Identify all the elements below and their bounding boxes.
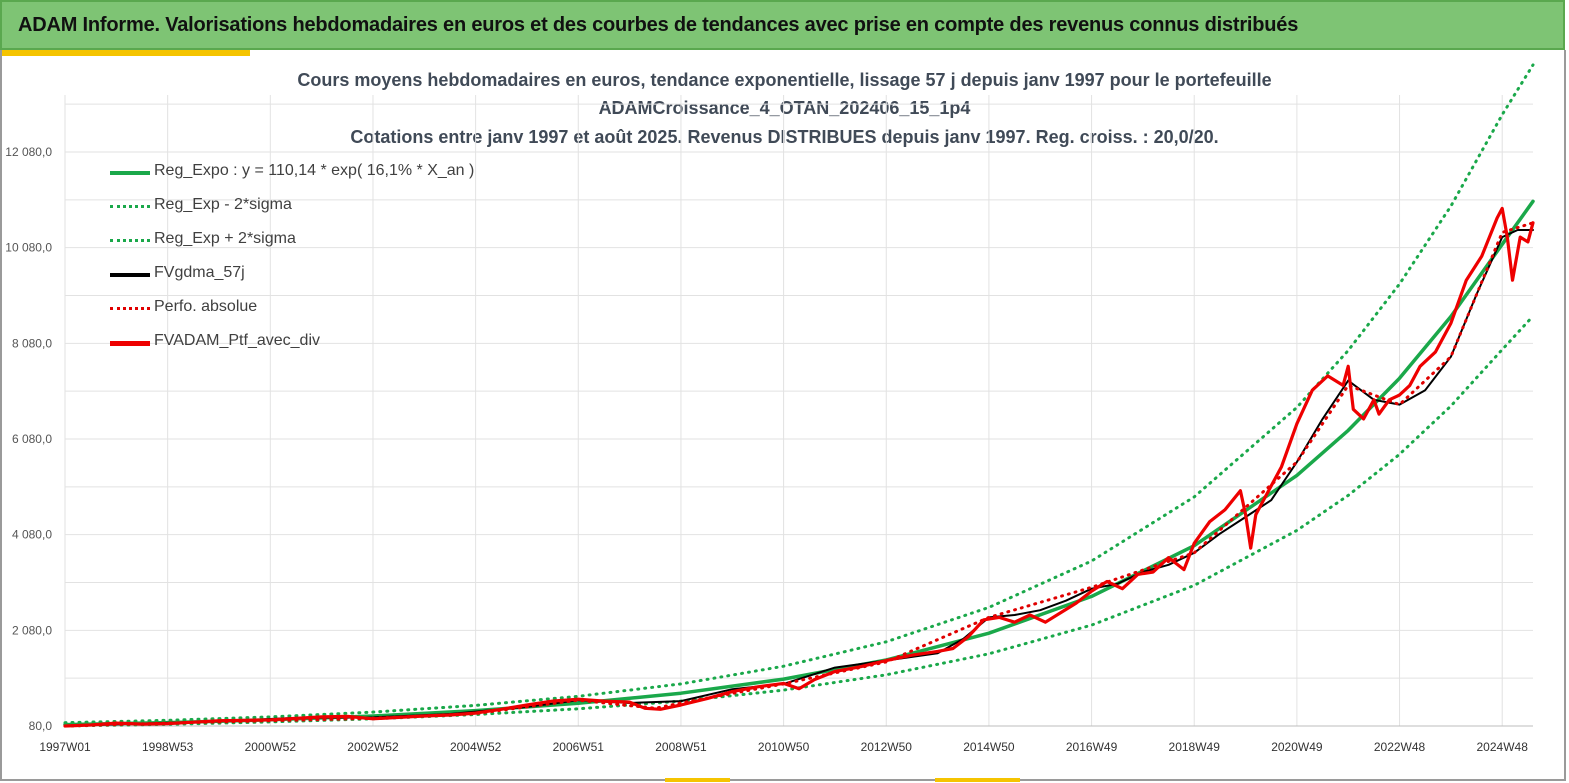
legend-label: Perfo. absolue bbox=[154, 298, 258, 315]
gridlines bbox=[64, 95, 1533, 727]
legend-label: FVADAM_Ptf_avec_div bbox=[154, 332, 320, 349]
legend-swatch bbox=[110, 307, 150, 310]
x-tick-label: 2016W49 bbox=[1066, 740, 1118, 754]
chart-title-line-2: ADAMCroissance_4_OTAN_202406_15_1p4 bbox=[598, 98, 971, 118]
y-tick-label: 80,0 bbox=[29, 719, 53, 733]
series-line bbox=[64, 229, 1534, 727]
bottom-accent bbox=[665, 778, 730, 782]
legend-label: FVgdma_57j bbox=[154, 264, 245, 281]
x-tick-label: 2006W51 bbox=[553, 740, 605, 754]
chart-title-line-3: Cotations entre janv 1997 et août 2025. … bbox=[350, 127, 1219, 147]
series-line bbox=[63, 221, 1535, 728]
x-tick-label: 2022W48 bbox=[1374, 740, 1426, 754]
legend-label: Reg_Exp - 2*sigma bbox=[154, 196, 292, 213]
banner-title: ADAM Informe. Valorisations hebdomadaire… bbox=[18, 14, 1299, 36]
x-tick-label: 1998W53 bbox=[142, 740, 194, 754]
series-lines bbox=[63, 63, 1535, 728]
legend-label: Reg_Expo : y = 110,14 * exp( 16,1% * X_a… bbox=[154, 162, 475, 179]
y-axis-ticks: 80,0 2 080,0 4 080,0 6 080,0 8 080,0 10 080,0… bbox=[5, 145, 52, 733]
chart-title-line-1: Cours moyens hebdomadaires en euros, ten… bbox=[297, 70, 1272, 90]
x-tick-label: 2020W49 bbox=[1271, 740, 1323, 754]
series-line bbox=[63, 199, 1535, 727]
series-line bbox=[63, 206, 1535, 728]
chart-frame bbox=[0, 50, 1566, 781]
x-tick-label: 2018W49 bbox=[1169, 740, 1221, 754]
x-tick-label: 2010W50 bbox=[758, 740, 810, 754]
accent-bar bbox=[0, 50, 250, 56]
x-tick-label: 2014W50 bbox=[963, 740, 1015, 754]
y-tick-label: 4 080,0 bbox=[12, 528, 52, 542]
legend-swatch bbox=[110, 273, 150, 277]
x-tick-label: 1997W01 bbox=[39, 740, 91, 754]
x-axis-ticks: 1997W01 1998W53 2000W52 2002W52 2004W52 2006W… bbox=[39, 740, 1528, 754]
bottom-accent bbox=[935, 778, 1020, 782]
y-tick-label: 8 080,0 bbox=[12, 336, 52, 350]
legend-swatch bbox=[110, 341, 150, 346]
series-line bbox=[63, 314, 1535, 728]
x-tick-label: 2000W52 bbox=[245, 740, 297, 754]
y-tick-label: 2 080,0 bbox=[12, 623, 52, 637]
x-tick-label: 2024W48 bbox=[1477, 740, 1529, 754]
header-banner: ADAM Informe. Valorisations hebdomadaire… bbox=[0, 0, 1565, 50]
x-tick-label: 2008W51 bbox=[655, 740, 707, 754]
y-tick-label: 6 080,0 bbox=[12, 432, 52, 446]
x-tick-label: 2002W52 bbox=[347, 740, 399, 754]
x-tick-label: 2012W50 bbox=[861, 740, 913, 754]
legend-swatch bbox=[110, 205, 150, 208]
legend-swatch bbox=[110, 171, 150, 175]
y-tick-label: 10 080,0 bbox=[5, 241, 52, 255]
series-line bbox=[63, 63, 1535, 725]
legend-swatch bbox=[110, 239, 150, 242]
x-tick-label: 2004W52 bbox=[450, 740, 502, 754]
legend-label: Reg_Exp + 2*sigma bbox=[154, 230, 296, 247]
y-tick-label: 12 080,0 bbox=[5, 145, 52, 159]
